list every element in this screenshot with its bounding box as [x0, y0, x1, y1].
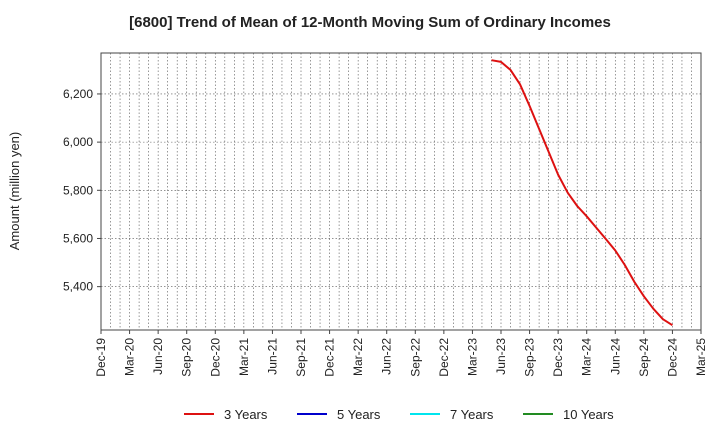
series-layer: [491, 59, 673, 327]
x-tick-label: Mar-23: [465, 338, 479, 376]
legend-label: 3 Years: [224, 407, 268, 422]
x-tick-label: Jun-24: [608, 338, 622, 375]
x-tick-label: Dec-21: [323, 338, 337, 377]
grid-layer: [101, 53, 701, 330]
legend-label: 5 Years: [337, 407, 381, 422]
x-tick-label: Mar-24: [580, 338, 594, 376]
y-tick-label: 5,600: [63, 231, 93, 245]
y-tick-label: 6,000: [63, 135, 93, 149]
chart-title: [6800] Trend of Mean of 12-Month Moving …: [129, 14, 611, 31]
x-tick-label: Dec-20: [208, 338, 222, 377]
series-line: [491, 59, 673, 327]
x-tick-label: Sep-22: [408, 338, 422, 377]
y-tick-label: 6,200: [63, 87, 93, 101]
x-tick-label: Dec-19: [94, 338, 108, 377]
legend-item: 3 Years: [184, 407, 268, 422]
x-tick-label: Dec-23: [551, 338, 565, 377]
legend-item: 10 Years: [523, 407, 614, 422]
x-tick-label: Jun-22: [380, 338, 394, 375]
x-tick-labels: Dec-19 Mar-20 Jun-20 Sep-20 Dec-20 Mar-21 Jun-…: [94, 330, 708, 377]
x-tick-label: Mar-25: [694, 338, 708, 376]
x-tick-label: Jun-20: [151, 338, 165, 375]
x-tick-label: Mar-22: [351, 338, 365, 376]
y-axis-label: Amount (million yen): [7, 132, 22, 251]
y-tick-label: 5,800: [63, 183, 93, 197]
legend: 3 Years 5 Years 7 Years 10 Years: [184, 407, 614, 422]
x-tick-label: Sep-24: [637, 338, 651, 377]
x-tick-label: Jun-21: [265, 338, 279, 375]
x-tick-label: Sep-23: [523, 338, 537, 377]
x-tick-label: Mar-20: [123, 338, 137, 376]
x-tick-label: Dec-22: [437, 338, 451, 377]
legend-label: 10 Years: [563, 407, 614, 422]
x-tick-label: Sep-21: [294, 338, 308, 377]
x-tick-label: Jun-23: [494, 338, 508, 375]
x-tick-label: Dec-24: [665, 338, 679, 377]
y-tick-labels: 5,400 5,600 5,800 6,000 6,200: [63, 87, 101, 294]
legend-item: 5 Years: [297, 407, 381, 422]
legend-item: 7 Years: [410, 407, 494, 422]
x-tick-label: Sep-20: [180, 338, 194, 377]
x-tick-label: Mar-21: [237, 338, 251, 376]
plot-frame: [100, 52, 702, 331]
legend-label: 7 Years: [450, 407, 494, 422]
y-tick-label: 5,400: [63, 280, 93, 294]
